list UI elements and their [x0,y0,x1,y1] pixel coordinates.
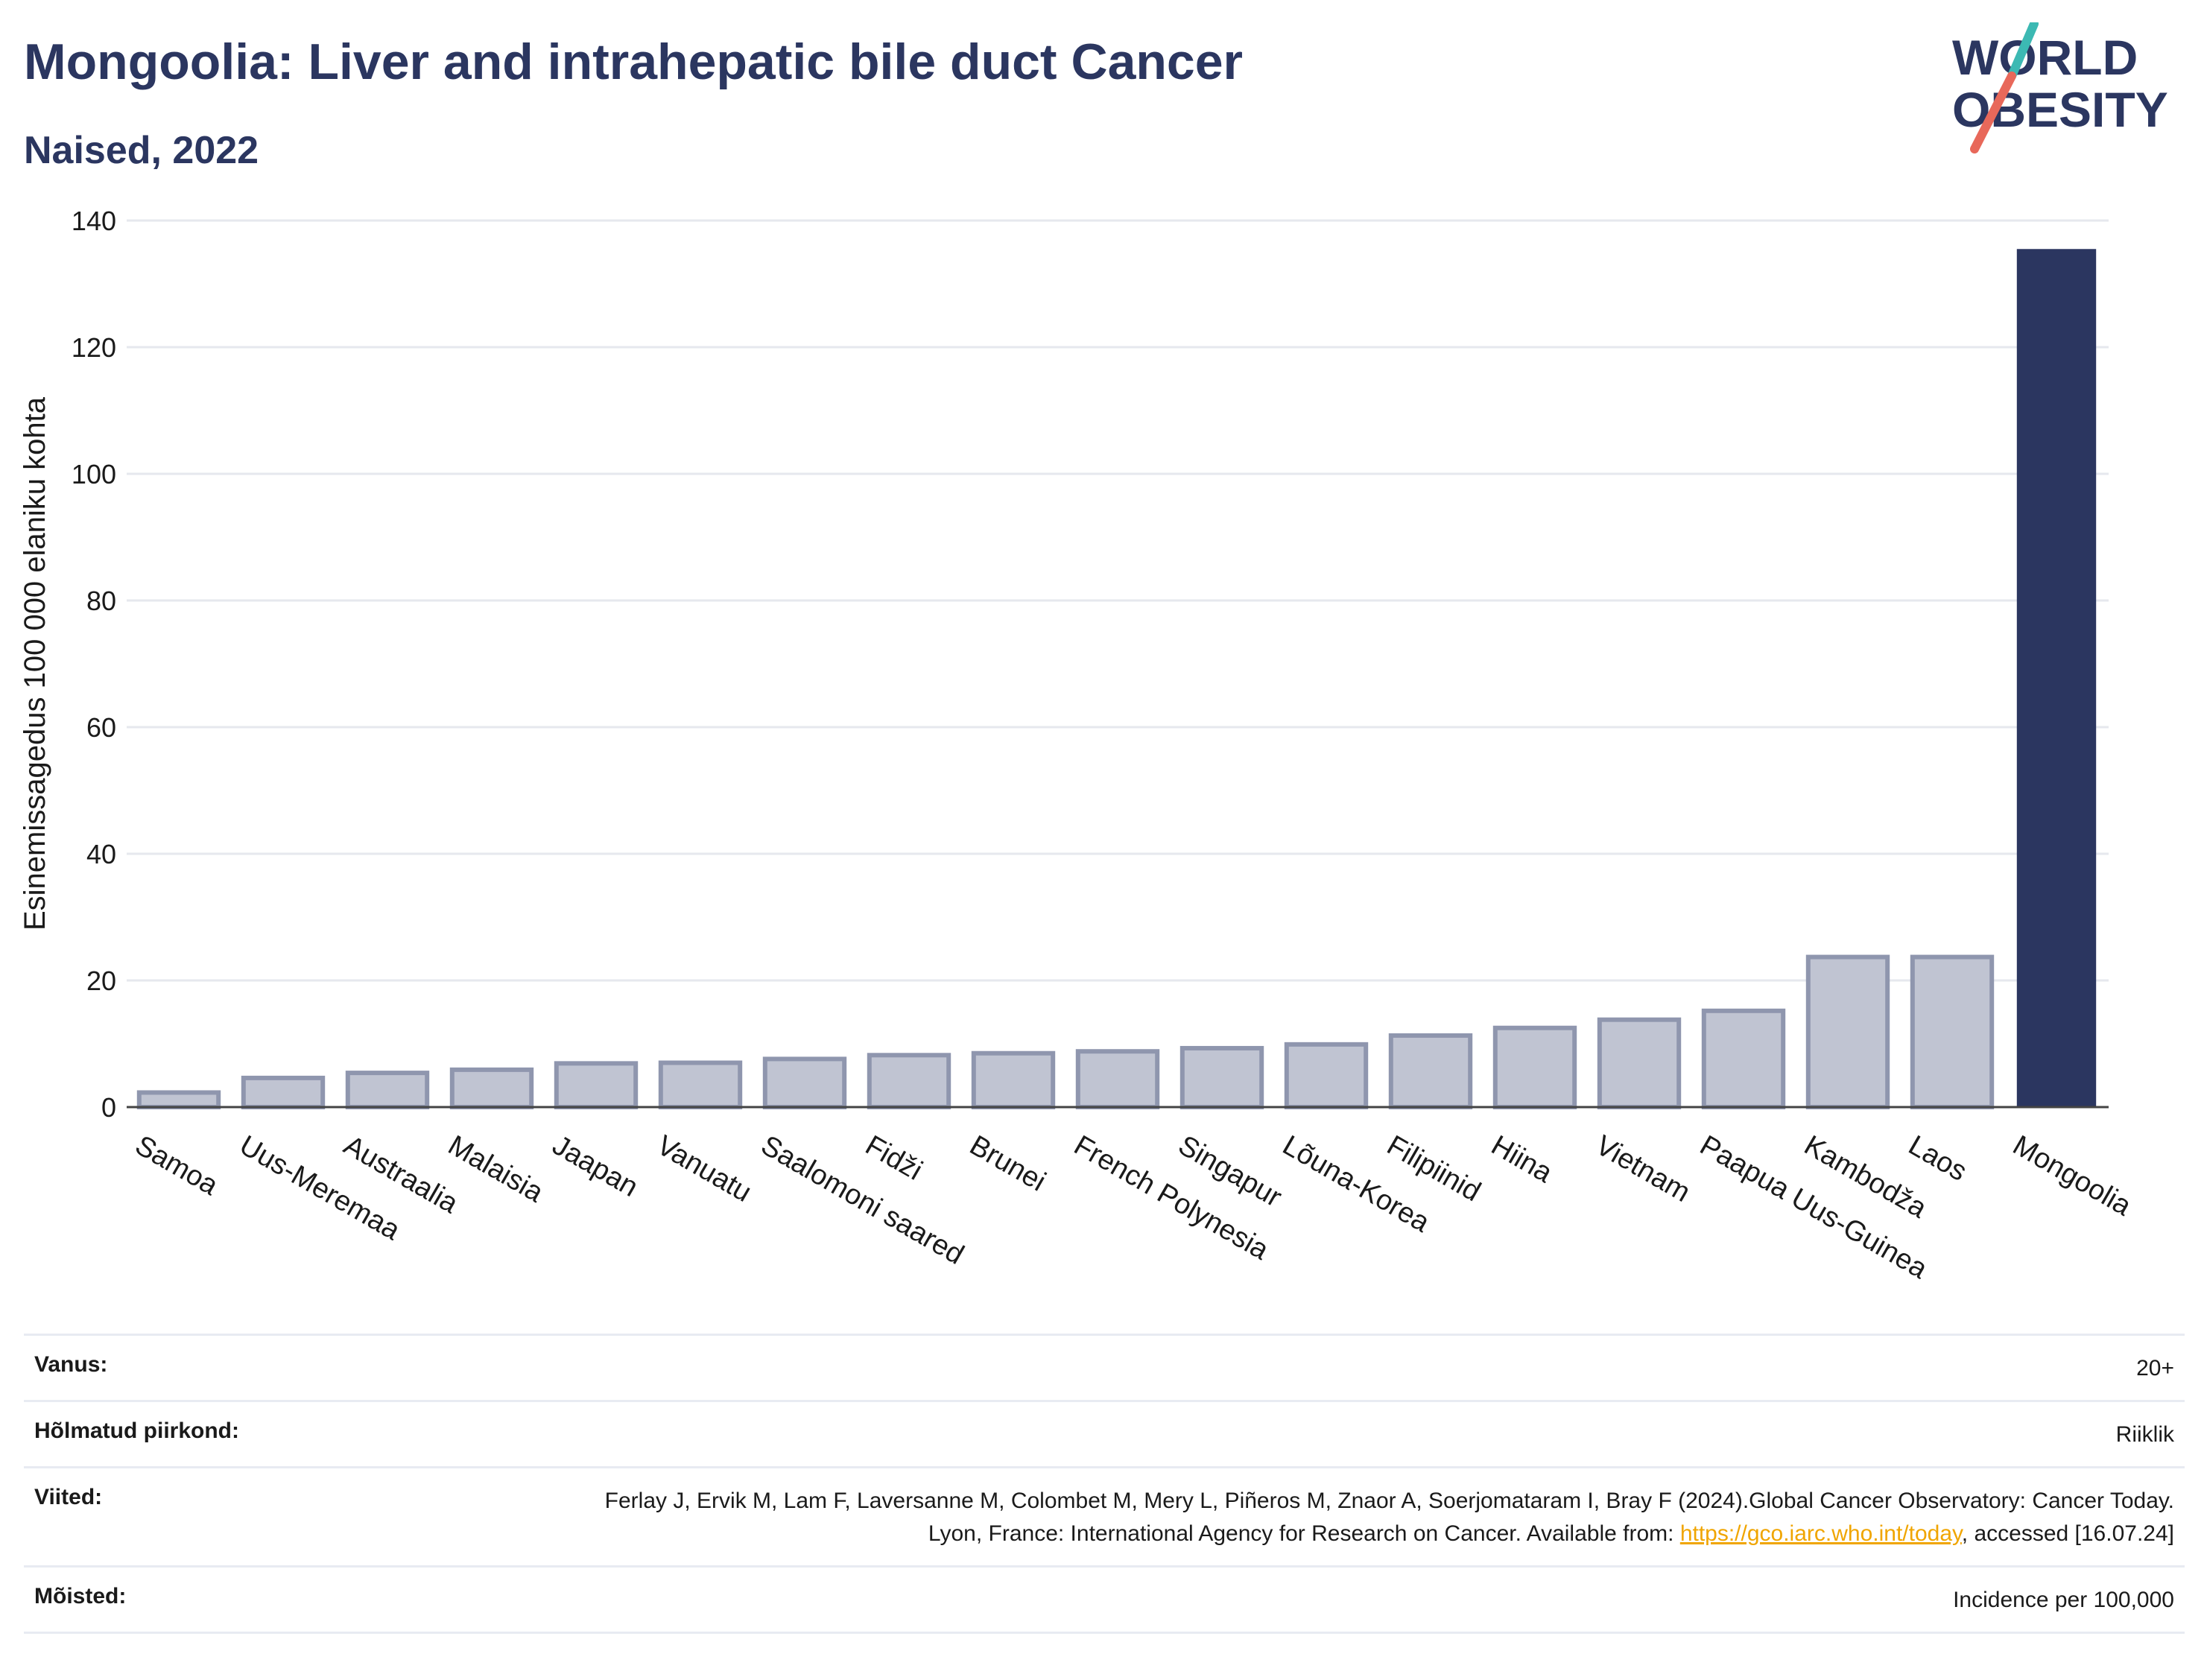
y-tick-label: 20 [86,966,116,996]
logo-slash-teal [2007,22,2039,80]
x-tick-label: Vietnam [1590,1129,1695,1208]
bar-brunei [971,1050,1056,1109]
x-tick-label: Mongoolia [2007,1129,2137,1222]
x-tick-label: Vanuatu [651,1129,756,1208]
references-link[interactable]: https://gco.iarc.who.int/today [1679,1521,1962,1546]
bar-fid-i [867,1053,951,1110]
region-label: Hõlmatud piirkond: [34,1419,239,1443]
info-row-references: Viited: Ferlay J, Ervik M, Lam F, Lavers… [24,1466,2185,1565]
y-axis-label: Esinemissagedus 100 000 elaniku kohta [19,396,51,931]
x-tick-label: Jaapan [547,1129,643,1203]
bar-filipiinid [1388,1033,1473,1109]
x-tick-label: Saalomoni saared [756,1129,969,1271]
chart-title: Mongoolia: Liver and intrahepatic bile d… [24,34,1244,90]
bar-laos [1910,954,1995,1110]
references-label: Viited: [34,1485,103,1509]
bar-uus-meremaa [241,1075,326,1110]
bar-jaapan [554,1061,639,1109]
x-tick-label: Hiina [1486,1129,1558,1189]
bar-saalomoni-saared [762,1056,847,1110]
y-tick-label: 120 [72,332,116,363]
references-value: Ferlay J, Ervik M, Lam F, Laversanne M, … [572,1485,2174,1550]
bar-malaisia [449,1067,534,1109]
grid-lines [127,219,2109,982]
bar-l-una-korea [1284,1042,1369,1109]
y-tick-label: 100 [72,459,116,489]
x-tick-label: Fidži [860,1129,927,1186]
y-tick-label: 40 [86,839,116,869]
region-value: Riiklik [2115,1422,2174,1447]
logo-word-world: WORLD [1952,30,2138,85]
bar-kambod-a [1805,954,1890,1110]
bar-samoa [136,1090,221,1109]
bars [136,249,2097,1110]
world-obesity-logo: WORLD OBESITY [1952,22,2168,153]
info-row-definitions: Mõisted: Incidence per 100,000 [24,1565,2185,1634]
bar-french-polynesia [1075,1049,1160,1109]
y-tick-label: 140 [72,206,116,236]
definitions-value: Incidence per 100,000 [1953,1588,2174,1612]
bar-vietnam [1597,1017,1682,1109]
y-tick-label: 60 [86,712,116,743]
x-tick-label: French Polynesia [1068,1129,1274,1267]
bar-austraalia [345,1071,430,1109]
references-text: Ferlay J, Ervik M, Lam F, Laversanne M, … [604,1489,2174,1546]
bar-mongoolia [2016,249,2097,1107]
x-tick-label: Samoa [130,1129,224,1202]
x-tick-label: Laos [1903,1129,1972,1188]
age-label: Vanus: [34,1352,108,1377]
age-value: 20+ [2136,1356,2174,1381]
bar-paapua-uus-guinea [1701,1008,1786,1110]
y-tick-label: 0 [101,1092,116,1123]
y-tick-label: 80 [86,586,116,616]
bar-singapur [1179,1045,1264,1109]
definitions-label: Mõisted: [34,1584,127,1608]
bar-hiina [1492,1025,1577,1109]
info-table: Vanus: 20+ Hõlmatud piirkond: Riiklik Vi… [24,1334,2185,1634]
bar-vanuatu [658,1060,743,1109]
chart-subtitle: Naised, 2022 [24,129,259,172]
x-tick-label: Brunei [964,1129,1051,1197]
info-row-region: Hõlmatud piirkond: Riiklik [24,1400,2185,1466]
logo-slash-red [1970,72,2016,153]
references-accessed: , accessed [16.07.24] [1961,1521,2174,1546]
info-row-age: Vanus: 20+ [24,1334,2185,1400]
